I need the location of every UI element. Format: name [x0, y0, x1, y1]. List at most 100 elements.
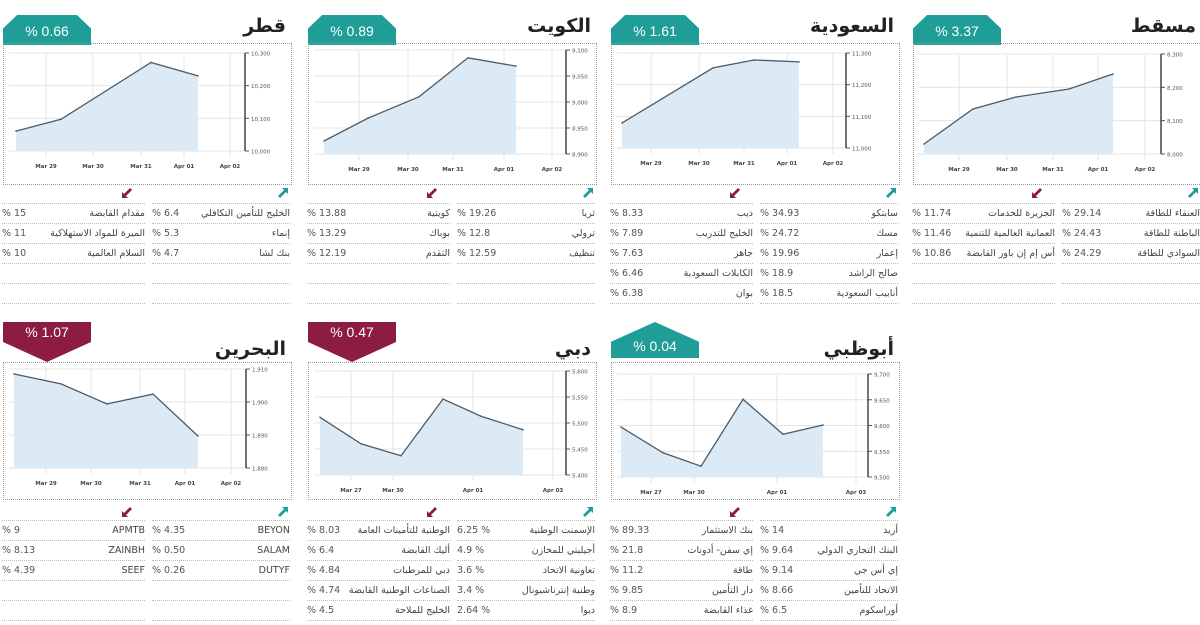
market-title: دبي	[554, 338, 591, 360]
gainers-list: العنقاء للطاقة % 29.14 الباطنة للطاقة % 24.…	[1062, 203, 1200, 304]
stock-name: السلام العالمية	[87, 248, 145, 259]
stock-change: % 8.9	[610, 605, 638, 616]
stock-name: التقدم	[425, 248, 450, 259]
x-tick-label: Mar 29	[948, 167, 970, 173]
y-tick-label: 8,950	[572, 127, 588, 133]
stock-change: % 6.5	[760, 605, 788, 616]
y-tick-label: 8,100	[1167, 119, 1183, 125]
stock-change: % 12.19	[307, 248, 347, 259]
stock-row: SALAM % 0.50	[152, 541, 290, 561]
stock-row: الإسمنت الوطنية 6.25 %	[457, 520, 595, 541]
stock-change: % 6.4	[307, 545, 335, 556]
data-point	[60, 383, 62, 385]
losers-list: الجزيرة للخدمات % 11.74 العمانية العالمية …	[912, 203, 1055, 304]
market-title: البحرين	[214, 338, 286, 360]
stock-change: % 9.85	[610, 585, 644, 596]
y-tick-label: 1,910	[252, 368, 268, 374]
stock-change: % 4.5	[307, 605, 335, 616]
stock-change: % 21.8	[610, 545, 644, 556]
stock-name: صالح الراشد	[848, 268, 898, 279]
stock-name: أريد	[883, 525, 898, 536]
stock-change: % 11.2	[610, 565, 644, 576]
x-tick-label: Apr 02	[1135, 167, 1156, 173]
data-point	[480, 415, 482, 418]
y-tick-label: 10,000	[251, 150, 271, 156]
losers-list: مقدام القابضة % 15 الميرة للمواد الاستهلاك…	[2, 203, 145, 304]
stock-row	[457, 264, 595, 284]
series-area	[320, 399, 523, 475]
stock-row: تنظيف % 12.59	[457, 244, 595, 264]
stock-row: أليك القابضة % 6.4	[307, 541, 450, 561]
series-line	[621, 59, 800, 124]
stock-change: % 9	[2, 525, 21, 536]
stock-change: % 8.13	[2, 545, 36, 556]
stock-row	[2, 264, 145, 284]
losers-list: بنك الاستثمار % 89.33 إي سفن- أدونات % 21.8…	[610, 520, 753, 621]
stock-change: 3.6 %	[457, 565, 485, 576]
stock-row	[152, 581, 290, 601]
arrow-down-left-icon	[122, 507, 132, 517]
data-point	[742, 398, 744, 401]
data-point	[367, 117, 369, 119]
stock-name: بوان	[735, 288, 753, 299]
stock-row: بنك الاستثمار % 89.33	[610, 520, 753, 541]
stock-name: ZAINBH	[108, 545, 145, 556]
x-tick-label: Apr 01	[494, 167, 515, 173]
stock-name: بوباك	[429, 228, 450, 239]
stock-change: % 7.63	[610, 248, 644, 259]
stock-row: إي أس جي % 9.14	[760, 561, 898, 581]
stock-name: كويتية	[427, 208, 450, 219]
x-tick-label: Apr 02	[220, 164, 241, 170]
stock-name: ديوا	[580, 605, 595, 616]
stock-row: سابتكو % 34.93	[760, 203, 898, 224]
y-tick-label: 10,100	[251, 117, 271, 123]
stock-change: % 4.84	[307, 565, 341, 576]
losers-list: كويتية % 13.88 بوباك % 13.29 التقدم % 12.19	[307, 203, 450, 304]
market-title: الكويت	[527, 15, 591, 37]
stock-name: أنابيب السعودية	[836, 288, 898, 299]
data-point	[13, 373, 15, 375]
stock-name: أليك القابضة	[401, 545, 450, 556]
stock-row: SEEF % 4.39	[2, 561, 145, 581]
stock-name: DUTYF	[258, 565, 290, 576]
x-tick-label: Apr 01	[777, 161, 798, 167]
stock-name: مسك	[876, 228, 898, 239]
market-panel: % 1.07 البحرين 1,880 1,890 1,900 1,910 Mar 29 M…	[0, 320, 292, 625]
stock-name: السوادي للطاقة	[1137, 248, 1200, 259]
market-panel: % 3.37 مسقط 8,000 8,100 8,200 8,300 Mar 29 Mar …	[910, 0, 1200, 305]
gainers-list: سابتكو % 34.93 مسك % 24.72 إعمار % 19.96 صالح …	[760, 203, 898, 304]
stock-name: الميرة للمواد الاستهلاكية	[50, 228, 145, 239]
x-tick-label: Apr 01	[767, 490, 788, 496]
stock-row: طاقة % 11.2	[610, 561, 753, 581]
stock-name: طاقة	[732, 565, 753, 576]
stock-row: إنماء % 5.3	[152, 224, 290, 244]
stock-name: العمانية العالمية للتنمية	[965, 228, 1055, 239]
arrow-down-left-icon	[122, 188, 132, 198]
y-tick-label: 5,600	[572, 370, 588, 376]
index-chart: 10,000 10,100 10,200 10,300 Mar 29 Mar 30 Mar …	[3, 43, 292, 185]
stock-row: الميرة للمواد الاستهلاكية % 11	[2, 224, 145, 244]
stock-row	[152, 284, 290, 304]
stock-row: ثريا % 19.26	[457, 203, 595, 224]
stock-change: % 5.3	[152, 228, 180, 239]
data-point	[197, 435, 199, 437]
y-tick-label: 11,000	[852, 147, 872, 153]
change-badge: % 1.07	[3, 322, 91, 362]
stock-row: بوان % 6.38	[610, 284, 753, 304]
stock-row	[912, 284, 1055, 304]
stock-change: % 8.03	[307, 525, 341, 536]
data-point	[822, 424, 824, 426]
series-area	[621, 399, 823, 477]
y-tick-label: 11,200	[852, 83, 872, 89]
x-tick-label: Mar 30	[688, 161, 710, 167]
change-badge: % 1.61	[611, 15, 699, 45]
stock-row: صالح الراشد % 18.9	[760, 264, 898, 284]
stock-name: بنك الاستثمار	[701, 525, 753, 536]
data-point	[923, 143, 925, 145]
stock-change: % 24.29	[1062, 248, 1102, 259]
y-tick-label: 9,500	[874, 476, 890, 482]
chart-svg: 11,000 11,100 11,200 11,300 Mar 29 Mar 30 Mar …	[617, 52, 872, 167]
stock-name: تنظيف	[568, 248, 595, 259]
x-tick-label: Apr 01	[463, 488, 484, 494]
stock-change: 3.4 %	[457, 585, 485, 596]
